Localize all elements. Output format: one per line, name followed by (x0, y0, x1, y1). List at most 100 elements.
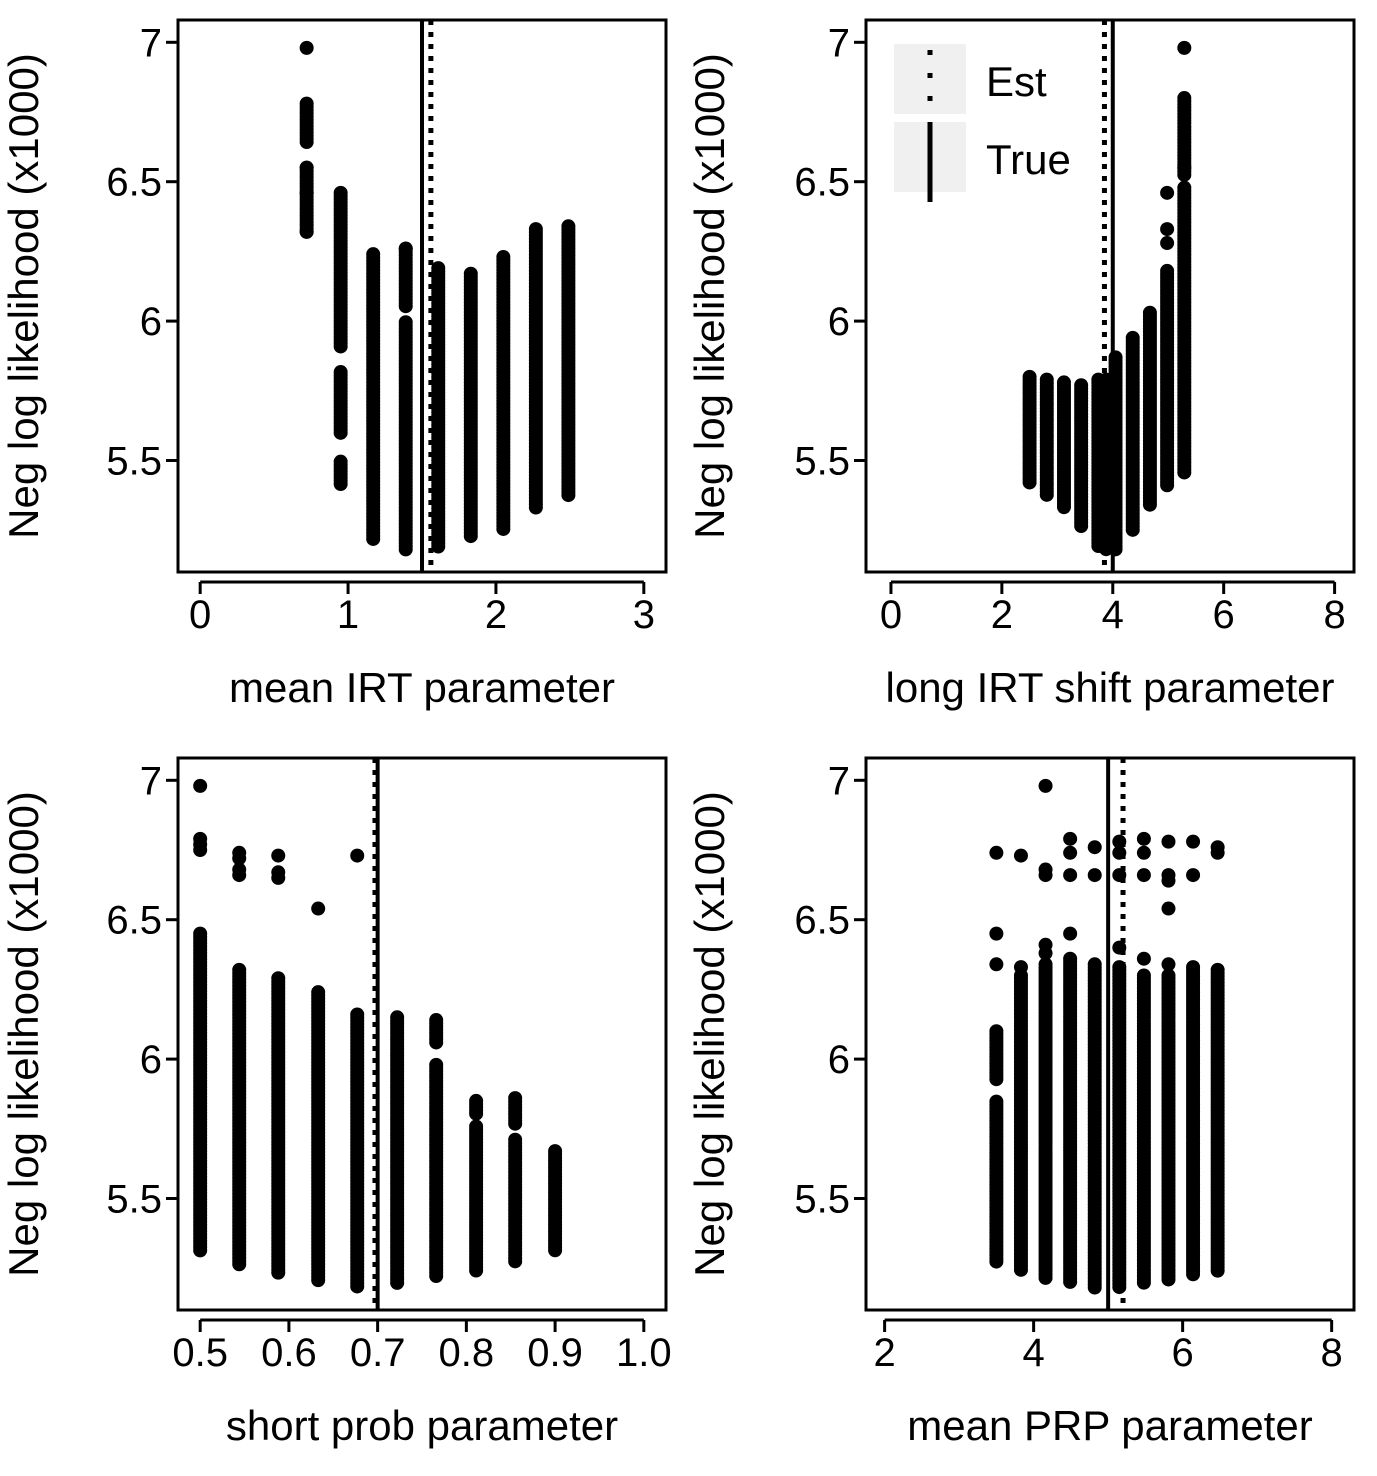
y-tick-label: 5.5 (794, 439, 850, 483)
data-point (1038, 868, 1053, 883)
panel-3: 5.5 6 6.5 7 0.5 0.6 0.7 0.8 0.9 1.0 short prob par… (0, 756, 672, 1449)
y-tick-label: 7 (140, 21, 162, 65)
data-point (299, 224, 314, 239)
x-axis-title: mean IRT parameter (229, 664, 615, 711)
data-point (1161, 873, 1176, 888)
data-point (1063, 831, 1078, 846)
data-point (1177, 40, 1192, 55)
data-point (469, 1106, 484, 1121)
data-point (1136, 845, 1151, 860)
x-tick-label: 4 (1102, 593, 1124, 637)
x-tick-label: 0.7 (350, 1331, 406, 1375)
data-point (232, 851, 247, 866)
data-point (431, 539, 446, 554)
data-point (429, 1269, 444, 1284)
data-points (193, 778, 563, 1294)
data-point (1063, 926, 1078, 941)
data-point (989, 1254, 1004, 1269)
data-point (1161, 1272, 1176, 1287)
y-tick-label: 7 (140, 759, 162, 803)
data-point (1186, 868, 1201, 883)
data-point (232, 868, 247, 883)
data-point (271, 848, 286, 863)
data-point (1013, 960, 1028, 975)
data-point (1160, 478, 1175, 493)
y-tick-label: 7 (828, 21, 850, 65)
data-point (1063, 868, 1078, 883)
y-tick-label: 6.5 (106, 161, 162, 205)
data-point (1038, 1270, 1053, 1285)
data-point (508, 1116, 523, 1131)
data-point (398, 542, 413, 557)
y-tick-label: 6.5 (106, 899, 162, 943)
data-point (1125, 522, 1140, 537)
x-tick-label: 3 (633, 593, 655, 637)
x-tick-label: 2 (991, 593, 1013, 637)
data-point (333, 477, 348, 492)
panel-1: 5.5 6 6.5 7 0 1 2 3 mean IRT parameter Neg log li… (0, 18, 668, 711)
data-point (390, 1275, 405, 1290)
y-axis-title: Neg log likelihood (x1000) (0, 53, 47, 539)
data-point (463, 529, 478, 544)
legend-label: True (986, 136, 1071, 183)
data-point (1022, 475, 1037, 490)
legend-label: Est (986, 58, 1047, 105)
x-tick-label: 6 (1172, 1331, 1194, 1375)
data-point (1063, 1274, 1078, 1289)
data-point (1142, 497, 1157, 512)
x-tick-label: 8 (1321, 1331, 1343, 1375)
data-point (1074, 519, 1089, 534)
data-point (311, 1273, 326, 1288)
data-point (1161, 957, 1176, 972)
plot-frame (176, 18, 668, 574)
x-tick-label: 2 (485, 593, 507, 637)
y-axis-title: Neg log likelihood (x1000) (686, 53, 733, 539)
data-point (508, 1254, 523, 1269)
legend-key (894, 44, 966, 114)
x-axis-title: short prob parameter (226, 1402, 618, 1449)
data-point (299, 160, 314, 175)
data-point (271, 870, 286, 885)
y-tick-label: 5.5 (794, 1177, 850, 1221)
data-points (299, 40, 576, 557)
y-axis-title: Neg log likelihood (x1000) (686, 791, 733, 1277)
data-point (350, 848, 365, 863)
data-point (1177, 160, 1192, 175)
plot-frame (864, 756, 1356, 1312)
data-point (333, 425, 348, 440)
data-point (1056, 500, 1071, 515)
data-point (1186, 834, 1201, 849)
y-tick-label: 6 (140, 1038, 162, 1082)
y-tick-label: 7 (828, 759, 850, 803)
data-point (469, 1263, 484, 1278)
data-point (299, 40, 314, 55)
data-point (1039, 487, 1054, 502)
data-point (1136, 831, 1151, 846)
x-tick-label: 4 (1023, 1331, 1045, 1375)
y-tick-label: 6 (828, 300, 850, 344)
plot-frame (176, 756, 668, 1312)
legend: Est True (894, 44, 1071, 202)
data-point (1038, 946, 1053, 961)
data-point (1013, 848, 1028, 863)
y-tick-label: 6.5 (794, 899, 850, 943)
data-point (1186, 1267, 1201, 1282)
x-tick-label: 0 (189, 593, 211, 637)
y-tick-label: 5.5 (106, 1177, 162, 1221)
data-point (1160, 236, 1175, 251)
y-axis-title: Neg log likelihood (x1000) (0, 791, 47, 1277)
data-point (1038, 778, 1053, 793)
x-tick-label: 0.9 (527, 1331, 583, 1375)
data-point (528, 500, 543, 515)
y-tick-label: 5.5 (106, 439, 162, 483)
data-point (232, 1257, 247, 1272)
data-point (429, 1035, 444, 1050)
x-tick-label: 8 (1323, 593, 1345, 637)
plot-frame (864, 18, 1356, 574)
data-point (989, 1072, 1004, 1087)
data-point (1087, 868, 1102, 883)
data-points (989, 778, 1225, 1295)
data-point (1210, 845, 1225, 860)
